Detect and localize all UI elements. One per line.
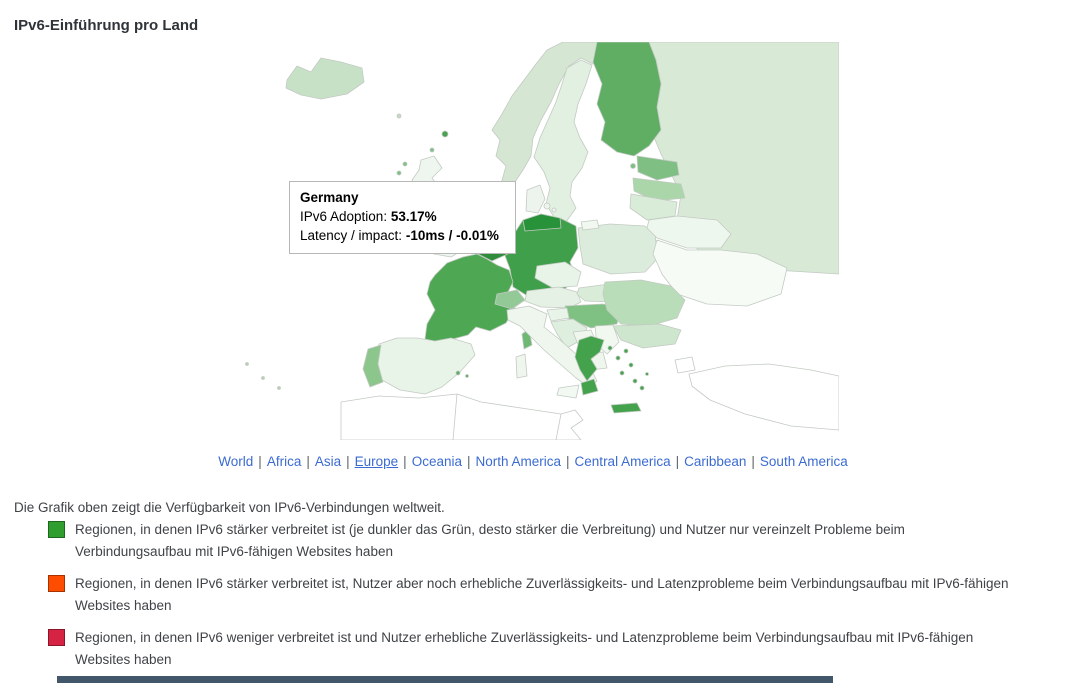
country-romania[interactable]: [602, 279, 686, 327]
separator: |: [466, 454, 471, 469]
region-link-caribbean[interactable]: Caribbean: [684, 454, 747, 469]
africa-borders: [452, 393, 562, 440]
greece-peloponnese: [580, 378, 599, 396]
island-sicily: [556, 384, 580, 399]
danish-islands: [551, 207, 557, 213]
legend-item-green: Regionen, in denen IPv6 stärker verbreit…: [48, 519, 1038, 562]
country-slovenia[interactable]: [546, 307, 570, 322]
hebrides-islands: [396, 170, 402, 176]
country-poland[interactable]: [577, 223, 659, 275]
region-link-europe[interactable]: Europe: [354, 454, 399, 469]
europe-map: [229, 42, 839, 440]
north-africa[interactable]: [340, 393, 584, 440]
country-belarus[interactable]: [646, 215, 732, 249]
region-link-asia[interactable]: Asia: [314, 454, 342, 469]
country-bulgaria[interactable]: [612, 323, 682, 349]
atlantic-islands: [277, 386, 281, 390]
region-link-world[interactable]: World: [218, 454, 254, 469]
country-denmark[interactable]: [525, 184, 546, 214]
separator: |: [258, 454, 262, 469]
region-kaliningrad[interactable]: [580, 219, 600, 231]
balearic-islands: [465, 374, 469, 378]
map-tooltip: Germany IPv6 Adoption: 53.17% Latency / …: [289, 181, 516, 254]
page-title: IPv6-Einführung pro Land: [14, 17, 199, 34]
estonian-islands: [630, 163, 636, 169]
aegean-islands: [639, 385, 645, 391]
country-spain[interactable]: [374, 337, 476, 395]
country-greece[interactable]: [574, 335, 605, 382]
hebrides-islands: [402, 161, 408, 167]
region-link-central-america[interactable]: Central America: [574, 454, 671, 469]
island-sardinia: [515, 353, 528, 379]
country-estonia[interactable]: [636, 155, 680, 181]
balearic-islands: [455, 370, 461, 376]
country-czechia[interactable]: [534, 261, 582, 289]
aegean-islands: [619, 370, 625, 376]
orange-swatch: [48, 575, 65, 592]
legend: Regionen, in denen IPv6 stärker verbreit…: [48, 519, 1038, 681]
separator: |: [306, 454, 310, 469]
legend-item-red: Regionen, in denen IPv6 weniger verbreit…: [48, 627, 1038, 670]
tooltip-latency: Latency / impact: -10ms / -0.01%: [300, 228, 499, 243]
legend-text: Regionen, in denen IPv6 stärker verbreit…: [75, 576, 1009, 613]
country-finland[interactable]: [592, 42, 662, 157]
tooltip-country: Germany: [300, 190, 359, 205]
faroe-islands: [396, 113, 402, 119]
separator: |: [566, 454, 570, 469]
region-nav: World | Africa | Asia | Europe | Oceania | North A…: [0, 454, 1066, 469]
turkey-europe: [674, 356, 696, 374]
red-swatch: [48, 629, 65, 646]
shetland-islands: [441, 130, 449, 138]
aegean-islands: [632, 378, 638, 384]
aegean-islands: [615, 355, 621, 361]
separator: |: [403, 454, 407, 469]
choropleth-map[interactable]: [229, 42, 839, 440]
country-iceland[interactable]: [285, 57, 365, 100]
region-link-africa[interactable]: Africa: [266, 454, 302, 469]
atlantic-islands: [261, 376, 265, 380]
separator: |: [346, 454, 350, 469]
aegean-islands: [607, 345, 613, 351]
separator: |: [675, 454, 680, 469]
legend-item-orange: Regionen, in denen IPv6 stärker verbreit…: [48, 573, 1038, 616]
legend-text: Regionen, in denen IPv6 weniger verbreit…: [75, 630, 974, 667]
country-portugal[interactable]: [362, 344, 384, 388]
country-france[interactable]: [424, 253, 516, 343]
danish-islands: [543, 202, 551, 210]
aegean-islands: [645, 372, 649, 376]
island-crete: [610, 402, 642, 414]
atlantic-islands: [245, 362, 249, 366]
country-germany-north: [522, 213, 562, 232]
country-ukraine[interactable]: [652, 239, 788, 307]
green-swatch: [48, 521, 65, 538]
tooltip-adoption: IPv6 Adoption: 53.17%: [300, 209, 437, 224]
table-header-edge: [57, 676, 833, 683]
country-austria[interactable]: [524, 286, 582, 309]
country-latvia[interactable]: [632, 177, 686, 202]
map-description: Die Grafik oben zeigt die Verfügbarkeit …: [14, 499, 445, 515]
region-link-north-america[interactable]: North America: [475, 454, 562, 469]
region-link-south-america[interactable]: South America: [759, 454, 848, 469]
aegean-islands: [628, 362, 634, 368]
aegean-islands: [623, 348, 629, 354]
region-link-oceania[interactable]: Oceania: [411, 454, 462, 469]
separator: |: [751, 454, 755, 469]
orkney-islands: [429, 147, 435, 153]
country-switzerland[interactable]: [494, 289, 526, 310]
legend-text: Regionen, in denen IPv6 stärker verbreit…: [75, 522, 905, 559]
country-sweden[interactable]: [533, 59, 593, 223]
country-turkey[interactable]: [688, 363, 839, 431]
